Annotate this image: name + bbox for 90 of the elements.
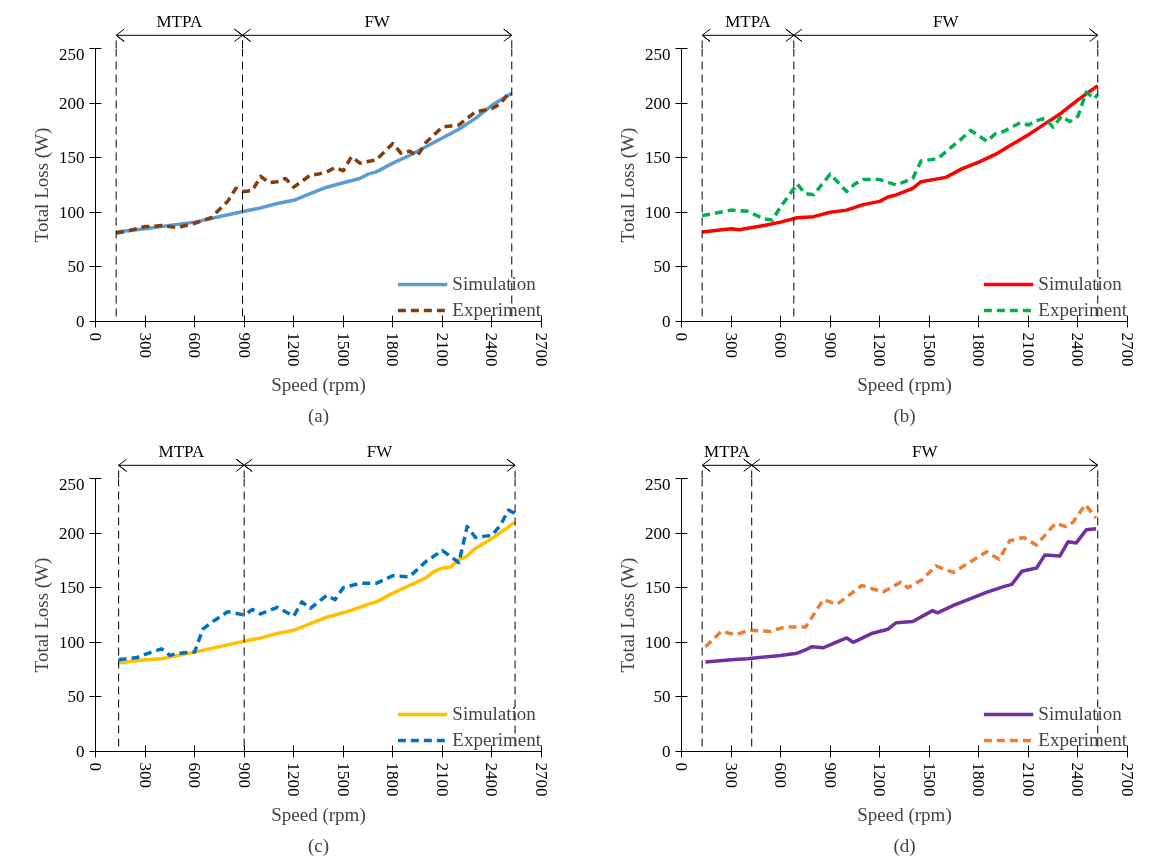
y-axis-title: Total Loss (W) bbox=[31, 127, 53, 243]
y-tick-label: 50 bbox=[67, 257, 85, 277]
legend-label: Experiment bbox=[452, 299, 541, 321]
x-tick-label: 900 bbox=[234, 332, 254, 358]
y-tick-label: 200 bbox=[59, 93, 85, 113]
x-tick-label: 300 bbox=[721, 762, 741, 788]
text: MTPA bbox=[704, 441, 751, 461]
x-tick-label: 1500 bbox=[333, 332, 353, 367]
x-tick-label: 300 bbox=[135, 332, 155, 358]
text: (c) bbox=[307, 834, 330, 857]
x-tick-label: 600 bbox=[185, 762, 205, 788]
x-tick-label: 2100 bbox=[432, 332, 452, 367]
y-tick-label: 50 bbox=[653, 257, 671, 277]
x-axis-title: Speed (rpm) bbox=[857, 373, 952, 396]
y-tick-label: 150 bbox=[59, 148, 85, 168]
y-tick-label: 200 bbox=[645, 93, 671, 113]
x-tick-label: 2700 bbox=[1118, 762, 1137, 797]
y-tick-label: 100 bbox=[645, 632, 671, 652]
line-series bbox=[703, 502, 1098, 649]
x-tick-label: 2400 bbox=[482, 332, 502, 367]
x-tick-label: 1500 bbox=[333, 762, 353, 797]
text: FW bbox=[911, 441, 939, 461]
legend-label: Simulation bbox=[1038, 273, 1122, 295]
y-tick-label: 250 bbox=[59, 44, 85, 64]
legend-label: Experiment bbox=[1038, 729, 1127, 751]
x-tick-label: 2100 bbox=[432, 762, 452, 797]
text: (d) bbox=[893, 834, 916, 857]
y-tick-label: 100 bbox=[59, 632, 85, 652]
x-tick-label: 2100 bbox=[1018, 332, 1038, 367]
legend-label: Experiment bbox=[452, 729, 541, 751]
x-tick-label: 2400 bbox=[482, 762, 502, 797]
x-axis-title: Speed (rpm) bbox=[271, 373, 366, 396]
y-axis-title: Total Loss (W) bbox=[31, 557, 53, 673]
x-tick-label: 1200 bbox=[870, 762, 890, 797]
y-tick-label: 150 bbox=[59, 578, 85, 598]
text: (a) bbox=[307, 404, 330, 427]
x-tick-label: 600 bbox=[771, 762, 791, 788]
x-tick-label: 2700 bbox=[532, 762, 551, 797]
x-tick-label: 0 bbox=[86, 762, 105, 771]
x-tick-label: 600 bbox=[185, 332, 205, 358]
y-tick-label: 150 bbox=[645, 148, 671, 168]
y-tick-label: 250 bbox=[645, 474, 671, 494]
x-tick-label: 1800 bbox=[969, 762, 989, 797]
y-tick-label: 50 bbox=[67, 687, 85, 707]
x-tick-label: 1200 bbox=[870, 332, 890, 367]
x-tick-label: 1800 bbox=[969, 332, 989, 367]
x-tick-label: 1200 bbox=[284, 762, 304, 797]
y-tick-label: 200 bbox=[645, 523, 671, 543]
text: FW bbox=[366, 441, 394, 461]
x-tick-label: 900 bbox=[234, 762, 254, 788]
x-tick-label: 1500 bbox=[919, 762, 939, 797]
x-tick-label: 2400 bbox=[1068, 332, 1088, 367]
y-tick-label: 50 bbox=[653, 687, 671, 707]
x-tick-label: 0 bbox=[86, 332, 105, 341]
text: MTPA bbox=[725, 11, 772, 31]
y-axis-title: Total Loss (W) bbox=[617, 127, 639, 243]
x-tick-label: 2100 bbox=[1018, 762, 1038, 797]
y-axis-title: Total Loss (W) bbox=[617, 557, 639, 673]
y-tick-label: 250 bbox=[645, 44, 671, 64]
x-tick-label: 1800 bbox=[383, 762, 403, 797]
x-tick-label: 600 bbox=[771, 332, 791, 358]
x-tick-label: 2700 bbox=[532, 332, 551, 367]
text: (b) bbox=[893, 404, 916, 427]
x-tick-label: 2700 bbox=[1118, 332, 1137, 367]
y-tick-label: 150 bbox=[645, 578, 671, 598]
x-tick-label: 0 bbox=[672, 762, 691, 771]
x-tick-label: 900 bbox=[820, 762, 840, 788]
y-tick-label: 250 bbox=[59, 474, 85, 494]
x-tick-label: 2400 bbox=[1068, 762, 1088, 797]
legend-label: Simulation bbox=[452, 703, 536, 725]
y-tick-label: 100 bbox=[59, 202, 85, 222]
x-axis-title: Speed (rpm) bbox=[857, 803, 952, 826]
line-series bbox=[703, 526, 1098, 664]
legend-label: Simulation bbox=[452, 273, 536, 295]
legend-label: Simulation bbox=[1038, 703, 1122, 725]
legend-label: Experiment bbox=[1038, 299, 1127, 321]
x-tick-label: 0 bbox=[672, 332, 691, 341]
x-tick-label: 1500 bbox=[919, 332, 939, 367]
text: FW bbox=[933, 11, 960, 31]
y-tick-label: 100 bbox=[645, 202, 671, 222]
x-tick-label: 300 bbox=[135, 762, 155, 788]
text: MTPA bbox=[158, 441, 205, 461]
x-tick-label: 1800 bbox=[383, 332, 403, 367]
x-tick-label: 1200 bbox=[284, 332, 304, 367]
x-tick-label: 900 bbox=[820, 332, 840, 358]
y-tick-label: 200 bbox=[59, 523, 85, 543]
x-tick-label: 300 bbox=[721, 332, 741, 358]
text: FW bbox=[364, 11, 391, 31]
x-axis-title: Speed (rpm) bbox=[271, 803, 366, 826]
text: MTPA bbox=[156, 11, 203, 31]
